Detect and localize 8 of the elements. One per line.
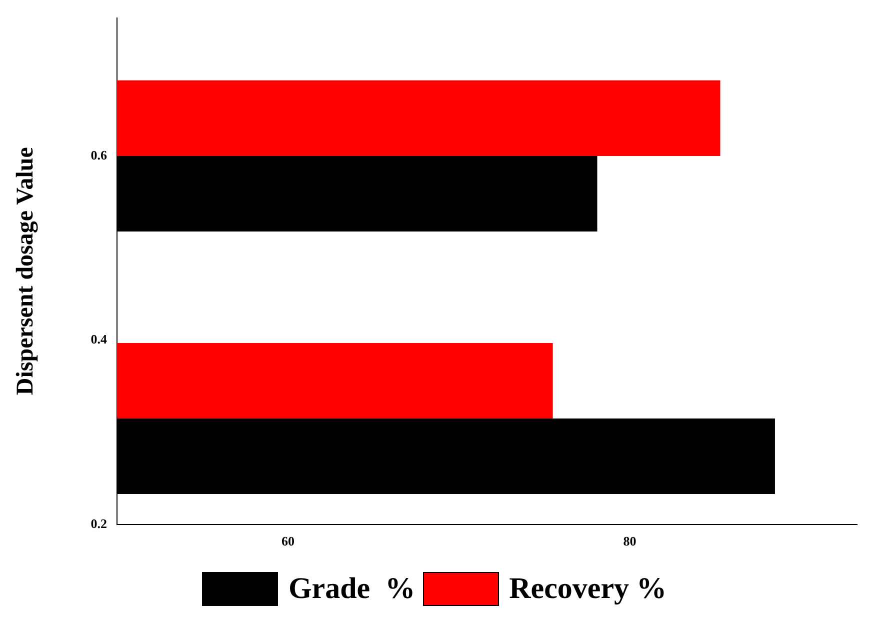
legend-label: Grade %: [288, 572, 416, 606]
y-tick-label: 0.2: [90, 516, 108, 531]
x-tick-label: 60: [281, 534, 294, 549]
y-tick-label: 0.6: [90, 147, 108, 162]
legend-label: Recovery %: [509, 572, 667, 606]
x-tick-label: 80: [623, 534, 636, 549]
y-axis-title: Dispersent dosage Value: [12, 146, 39, 396]
y-tick-label: 0.4: [90, 332, 108, 347]
